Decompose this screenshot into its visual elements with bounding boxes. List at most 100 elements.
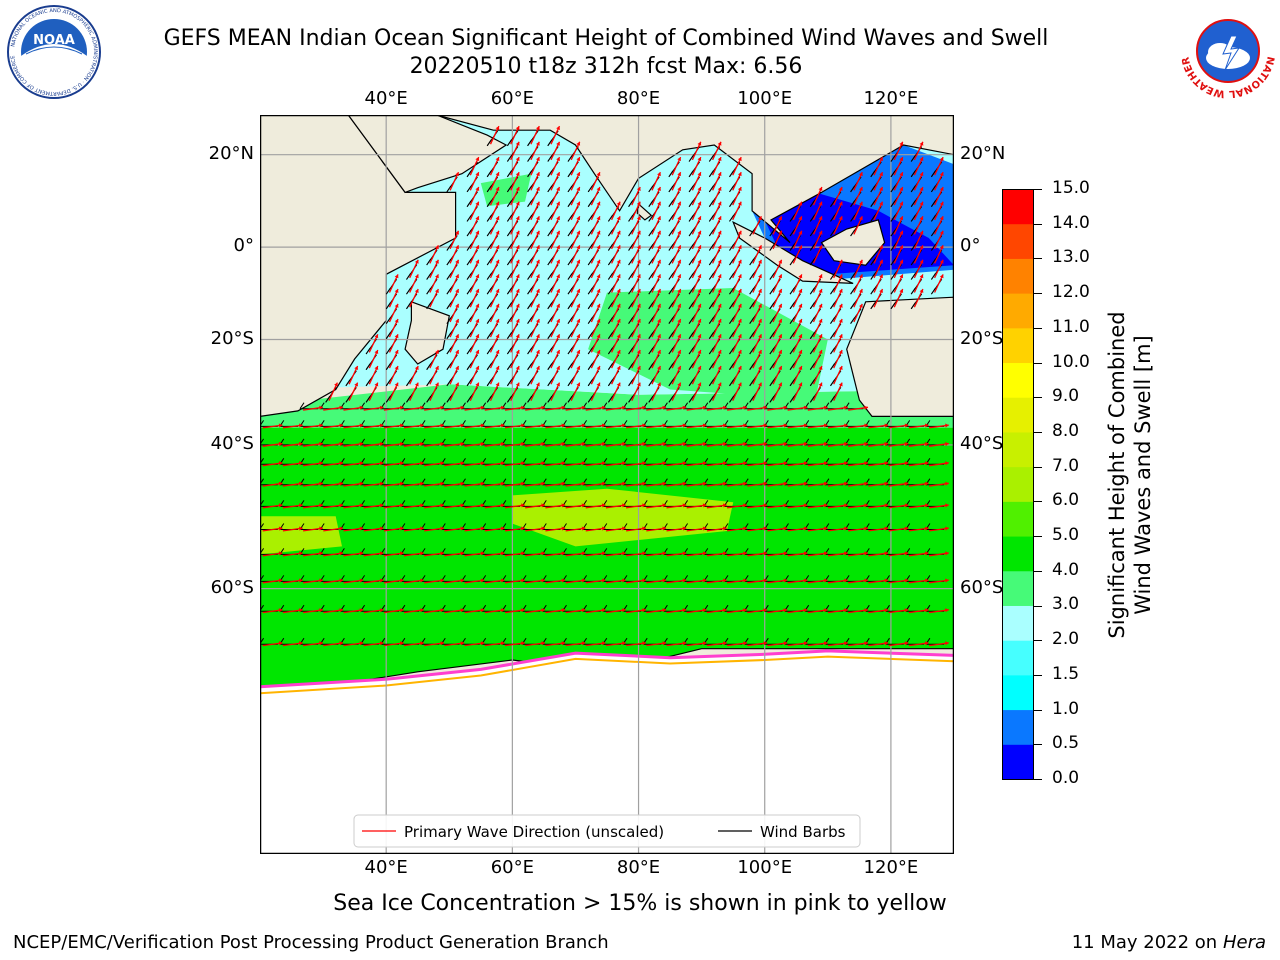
colorbar-tick [1034,709,1042,711]
wave-direction-arrowhead [455,289,459,293]
wind-barb-flag [688,200,694,207]
colorbar-tick [1034,223,1042,225]
wind-barb-flag [527,244,533,251]
wind-barb-flag [648,258,654,266]
wave-direction-arrowhead [778,289,782,293]
wave-direction-arrowhead [556,157,560,162]
wave-direction-arrowhead [536,274,540,279]
wave-direction-arrowhead [576,187,581,191]
wave-direction-arrowhead [945,578,949,583]
wave-direction-arrowhead [697,230,702,235]
wave-direction-arrowhead [480,578,485,583]
wave-direction-arrowhead [662,608,667,613]
wave-direction-arrowhead [662,551,667,556]
wave-direction-arrowhead [743,578,747,583]
wind-barb-flag [385,363,391,370]
wind-barb-flag [506,302,512,310]
wind-barb-flag [466,379,472,387]
chart-title: GEFS MEAN Indian Ocean Significant Heigh… [163,26,1049,51]
wave-direction-arrowhead [435,289,439,293]
wave-direction-arrowhead [636,216,641,221]
wave-direction-arrowhead [924,551,929,556]
wave-direction-arrowhead [440,641,444,646]
colorbar-tick-label: 11.0 [1052,316,1090,337]
wave-direction-arrowhead [515,382,520,387]
wave-direction-arrowhead [778,216,782,221]
wave-direction-arrowhead [798,245,803,250]
wave-direction-arrowhead [919,172,924,177]
wave-direction-arrowhead [636,350,641,354]
wave-direction-arrowhead [278,526,283,531]
wave-direction-arrowhead [723,481,727,486]
wave-direction-arrowhead [919,289,924,293]
wave-direction-arrowhead [737,157,742,162]
wave-direction-arrowhead [521,641,525,646]
wave-direction-arrowhead [515,157,520,162]
wave-direction-arrowhead [455,230,459,235]
lat-tick-label-left: 0° [233,235,254,257]
wave-direction-arrowhead [440,405,444,410]
wave-direction-arrowhead [500,578,505,583]
wave-direction-arrowhead [662,578,667,583]
wave-direction-arrowhead [339,641,344,646]
wave-direction-arrowhead [596,216,601,221]
wind-barb-flag [607,287,613,295]
wind-barb-flag [830,200,835,207]
wave-direction-arrowhead [420,641,424,646]
wave-direction-arrowhead [924,503,929,508]
wave-direction-arrowhead [420,526,424,531]
wave-direction-arrowhead [939,157,944,162]
wave-direction-arrowhead [904,578,909,583]
wave-direction-arrowhead [859,172,863,177]
wind-barb-flag [607,347,613,355]
wave-direction-arrowhead [783,608,788,613]
wave-direction-arrowhead [642,608,646,613]
wave-direction-arrowhead [278,503,283,508]
wave-direction-arrowhead [475,366,480,370]
wave-direction-arrowhead [319,442,323,447]
wave-direction-arrowhead [475,274,480,279]
wave-direction-arrowhead [500,526,505,531]
wind-barb-flag [749,317,755,324]
wind-barb-flag [486,170,492,178]
wind-barb-flag [587,317,593,324]
wave-direction-arrowhead [945,551,949,556]
wind-barb-flag [890,215,896,222]
wave-direction-arrowhead [515,289,520,293]
wave-direction-arrowhead [536,141,540,146]
wave-direction-arrowhead [884,641,889,646]
wave-direction-arrowhead [616,216,621,221]
wave-direction-arrowhead [758,259,762,264]
wave-direction-arrowhead [622,442,626,447]
wave-direction-arrowhead [859,274,863,279]
wave-direction-arrowhead [581,526,586,531]
wind-barb-flag [426,363,432,370]
wave-direction-arrowhead [778,274,782,279]
wave-direction-arrowhead [697,382,702,387]
wave-direction-arrowhead [379,503,384,508]
wave-direction-arrowhead [495,303,500,308]
wind-barb-flag [567,317,573,324]
colorbar-tick [1034,640,1042,642]
wave-direction-arrowhead [440,442,444,447]
wind-barb-flag [729,396,734,403]
colorbar-tick-label: 6.0 [1052,490,1080,511]
wind-barb-flag [486,396,492,403]
wave-direction-arrowhead [924,481,929,486]
wind-barb-flag [789,379,795,387]
wave-direction-arrowhead [803,641,808,646]
wind-barb-flag [466,396,472,403]
lon-tick-label-top: 120°E [863,88,919,109]
wave-direction-arrowhead [596,172,601,177]
wave-direction-arrowhead [697,141,702,146]
wind-barb-flag [567,363,573,370]
wave-direction-arrowhead [556,289,560,293]
wind-barb-flag [830,347,835,355]
land-australia [846,296,954,417]
wave-direction-arrowhead [823,551,828,556]
wave-direction-arrowhead [924,423,929,428]
wind-barb-flag [890,185,896,193]
wave-direction-arrowhead [737,259,742,264]
wave-direction-arrowhead [622,461,626,466]
wind-barb-flag [930,215,936,222]
